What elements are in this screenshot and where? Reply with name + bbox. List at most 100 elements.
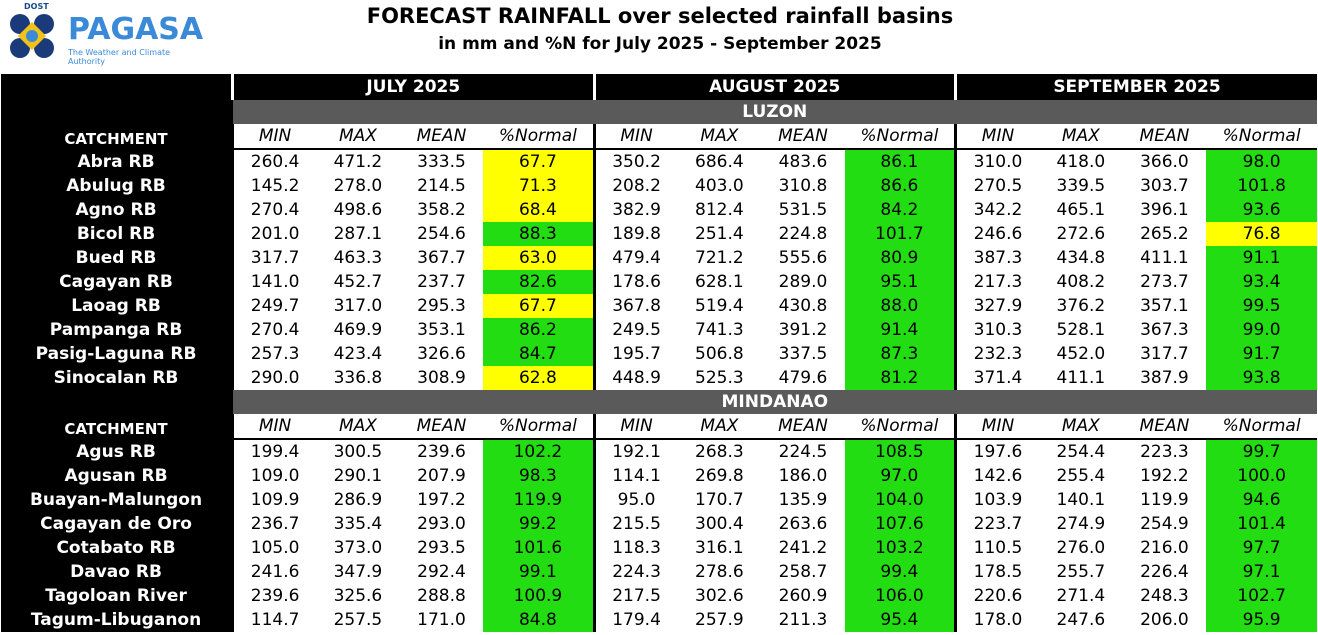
- min-value: 179.4: [592, 608, 678, 632]
- normal-percent: 99.7: [1206, 439, 1317, 464]
- normal-percent: 84.2: [844, 198, 956, 222]
- normal-percent: 104.0: [844, 488, 956, 512]
- min-value: 110.5: [953, 536, 1040, 560]
- column-header-mean: MEAN: [399, 414, 484, 440]
- max-value: 452.0: [1039, 342, 1123, 366]
- normal-percent: 80.9: [844, 246, 956, 270]
- max-value: 411.1: [1039, 366, 1123, 390]
- column-header-mean: MEAN: [1122, 124, 1207, 150]
- mean-value: 171.0: [399, 608, 484, 632]
- basin-name: Cagayan de Oro: [1, 512, 233, 536]
- brand-name: PAGASA: [68, 12, 204, 47]
- mean-value: 248.3: [1122, 584, 1207, 608]
- mean-value: 292.4: [399, 560, 484, 584]
- dost-label: DOST: [24, 2, 49, 11]
- min-value: 215.5: [592, 512, 678, 536]
- mean-value: 239.6: [399, 439, 484, 464]
- mean-value: 353.1: [399, 318, 484, 342]
- region-label: LUZON: [232, 100, 1317, 124]
- column-header-max: MAX: [677, 414, 762, 440]
- column-header-min: MIN: [231, 414, 317, 440]
- normal-percent: 63.0: [483, 246, 595, 270]
- min-value: 105.0: [231, 536, 317, 560]
- max-value: 812.4: [677, 198, 762, 222]
- normal-percent: 93.4: [1206, 270, 1317, 294]
- min-value: 342.2: [953, 198, 1040, 222]
- max-value: 339.5: [1039, 174, 1123, 198]
- min-value: 371.4: [953, 366, 1040, 390]
- basin-name: Bued RB: [1, 246, 233, 270]
- mean-value: 366.0: [1122, 149, 1207, 174]
- basin-name: Cagayan RB: [1, 270, 233, 294]
- min-value: 201.0: [231, 222, 317, 246]
- normal-percent: 102.2: [483, 439, 595, 464]
- max-value: 335.4: [316, 512, 400, 536]
- min-value: 249.7: [231, 294, 317, 318]
- table-row: Agno RB 270.4 498.6 358.2 68.4 382.9 812.4 531.…: [1, 198, 1317, 222]
- min-value: 195.7: [592, 342, 678, 366]
- basin-name: Pasig-Laguna RB: [1, 342, 233, 366]
- min-value: 367.8: [592, 294, 678, 318]
- max-value: 498.6: [316, 198, 400, 222]
- region-corner: [1, 100, 233, 124]
- mean-value: 288.8: [399, 584, 484, 608]
- normal-percent: 67.7: [483, 149, 595, 174]
- normal-percent: 119.9: [483, 488, 595, 512]
- min-value: 239.6: [231, 584, 317, 608]
- mean-value: 337.5: [761, 342, 845, 366]
- normal-percent: 99.0: [1206, 318, 1317, 342]
- max-value: 418.0: [1039, 149, 1123, 174]
- column-header-normal: %Normal: [1206, 414, 1317, 440]
- table-row: Buayan-Malungon 109.9 286.9 197.2 119.9 95.0 1…: [1, 488, 1317, 512]
- min-value: 223.7: [953, 512, 1040, 536]
- min-value: 246.6: [953, 222, 1040, 246]
- mean-value: 367.7: [399, 246, 484, 270]
- page-subtitle: in mm and %N for July 2025 - September 2…: [438, 34, 882, 54]
- max-value: 325.6: [316, 584, 400, 608]
- page-title: FORECAST RAINFALL over selected rainfall…: [366, 4, 954, 28]
- normal-percent: 99.1: [483, 560, 595, 584]
- min-value: 317.7: [231, 246, 317, 270]
- max-value: 254.4: [1039, 439, 1123, 464]
- mean-value: 295.3: [399, 294, 484, 318]
- region-corner: [1, 390, 233, 414]
- table-row: Tagoloan River 239.6 325.6 288.8 100.9 217.5 3…: [1, 584, 1317, 608]
- table-row: Bued RB 317.7 463.3 367.7 63.0 479.4 721.2 555.…: [1, 246, 1317, 270]
- column-header-min: MIN: [953, 124, 1040, 150]
- mean-value: 391.2: [761, 318, 845, 342]
- region-row: MINDANAO: [1, 390, 1317, 414]
- column-header-mean: MEAN: [1122, 414, 1207, 440]
- mean-value: 411.1: [1122, 246, 1207, 270]
- min-value: 192.1: [592, 439, 678, 464]
- min-value: 224.3: [592, 560, 678, 584]
- mean-value: 186.0: [761, 464, 845, 488]
- max-value: 276.0: [1039, 536, 1123, 560]
- max-value: 278.6: [677, 560, 762, 584]
- normal-percent: 99.2: [483, 512, 595, 536]
- normal-percent: 67.7: [483, 294, 595, 318]
- mean-value: 289.0: [761, 270, 845, 294]
- normal-percent: 95.1: [844, 270, 956, 294]
- mean-value: 396.1: [1122, 198, 1207, 222]
- mean-value: 254.6: [399, 222, 484, 246]
- mean-value: 367.3: [1122, 318, 1207, 342]
- normal-percent: 100.0: [1206, 464, 1317, 488]
- column-header-mean: MEAN: [761, 414, 845, 440]
- min-value: 142.6: [953, 464, 1040, 488]
- min-value: 197.6: [953, 439, 1040, 464]
- min-value: 220.6: [953, 584, 1040, 608]
- max-value: 272.6: [1039, 222, 1123, 246]
- min-value: 310.0: [953, 149, 1040, 174]
- min-value: 109.9: [231, 488, 317, 512]
- basin-name: Cotabato RB: [1, 536, 233, 560]
- basin-name: Abulug RB: [1, 174, 233, 198]
- normal-percent: 97.0: [844, 464, 956, 488]
- mean-value: 531.5: [761, 198, 845, 222]
- max-value: 269.8: [677, 464, 762, 488]
- max-value: 721.2: [677, 246, 762, 270]
- max-value: 347.9: [316, 560, 400, 584]
- min-value: 270.5: [953, 174, 1040, 198]
- normal-percent: 84.7: [483, 342, 595, 366]
- max-value: 373.0: [316, 536, 400, 560]
- max-value: 471.2: [316, 149, 400, 174]
